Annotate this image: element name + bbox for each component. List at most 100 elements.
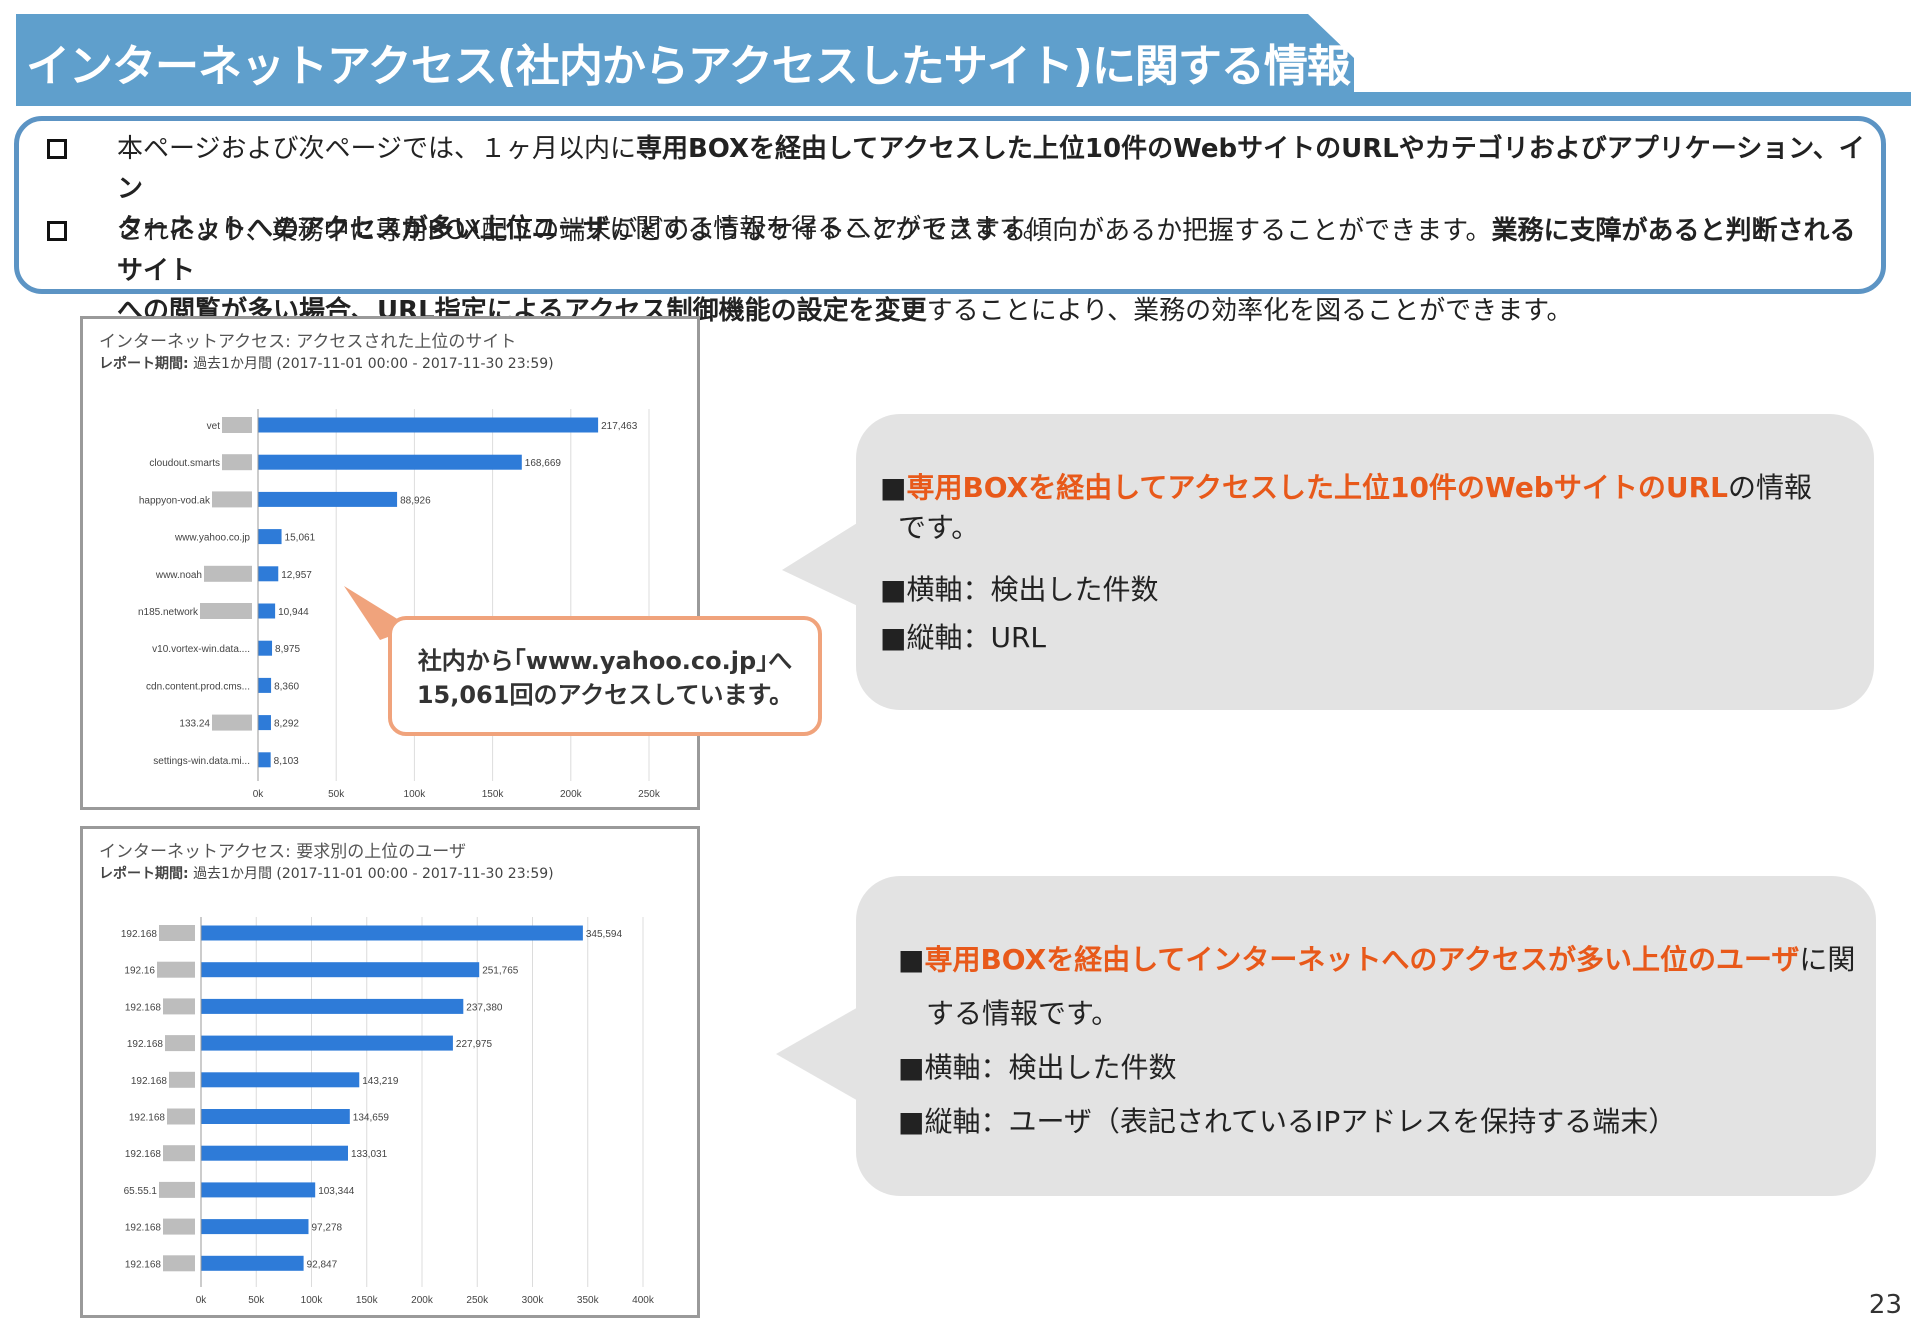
value-label: 12,957 <box>281 570 312 581</box>
redaction-block <box>212 491 252 508</box>
checkbox-bullet-icon <box>47 221 67 241</box>
x-tick-label: 150k <box>356 1295 379 1306</box>
value-label: 10,944 <box>278 607 309 618</box>
redaction-block <box>222 454 252 471</box>
redaction-block <box>169 1071 195 1088</box>
x-tick-label: 250k <box>638 789 661 800</box>
bubble-line: ■縦軸：URL <box>880 621 1047 654</box>
bar <box>258 677 272 693</box>
category-label: 192.168 <box>125 1259 162 1270</box>
redaction-block <box>163 1218 195 1235</box>
bubble-line: する情報です。 <box>926 997 1120 1030</box>
bubble-tail <box>782 520 862 608</box>
category-label: 192.168 <box>131 1076 168 1087</box>
redaction-block <box>212 714 252 731</box>
x-tick-label: 0k <box>196 1295 208 1306</box>
bar <box>258 640 273 656</box>
category-label: cdn.content.prod.cms... <box>146 681 250 692</box>
category-label: www.noah <box>155 570 202 581</box>
redaction-block <box>222 417 252 433</box>
page-number: 23 <box>1868 1290 1902 1320</box>
redaction-block <box>204 565 252 582</box>
intro-text: これにより、業務中に専用BOX配下の端末がどのようなサイトへアクセスする傾向があ… <box>117 216 1492 246</box>
value-label: 8,975 <box>275 644 300 655</box>
intro-box: 本ページおよび次ページでは、１ヶ月以内に専用BOXを経由してアクセスした上位10… <box>14 116 1886 326</box>
value-label: 15,061 <box>285 533 316 544</box>
value-label: 97,278 <box>311 1223 342 1234</box>
chart-title: インターネットアクセス: アクセスされた上位のサイト <box>99 332 517 352</box>
bubble-line: ■縦軸：ユーザ（表記されているIPアドレスを保持する端末） <box>898 1105 1677 1138</box>
x-tick-label: 0k <box>253 789 265 800</box>
bubble-line: ■横軸：検出した件数 <box>880 573 1159 606</box>
callout-yahoo: 社内から｢www.yahoo.co.jp｣へ 15,061回のアクセスしています… <box>388 616 822 736</box>
value-label: 88,926 <box>400 495 431 506</box>
redaction-block <box>163 1145 195 1162</box>
redaction-block <box>200 603 252 619</box>
x-tick-label: 200k <box>411 1295 434 1306</box>
redaction-block <box>163 1255 195 1272</box>
category-label: www.yahoo.co.jp <box>174 533 250 544</box>
category-label: 192.168 <box>129 1113 166 1124</box>
bar <box>201 925 583 941</box>
value-label: 103,344 <box>318 1186 355 1197</box>
category-label: n185.network <box>138 607 199 618</box>
category-label: 192.168 <box>127 1039 164 1050</box>
x-tick-label: 250k <box>466 1295 489 1306</box>
chart-top-users: インターネットアクセス: 要求別の上位のユーザ レポート期間: 過去1か月間 (… <box>80 826 700 1318</box>
value-label: 8,360 <box>274 681 299 692</box>
intro-text: 本ページおよび次ページでは、１ヶ月以内に <box>117 134 636 164</box>
page-title: インターネットアクセス(社内からアクセスしたサイト)に関する情報 <box>26 41 1351 92</box>
category-label: 192.168 <box>125 1002 162 1013</box>
bubble-line: ■専用BOXを経由してインターネットへのアクセスが多い上位のユーザに関 <box>898 943 1856 976</box>
category-label: happyon-vod.ak <box>139 495 211 506</box>
category-label: v10.vortex-win.data.... <box>152 644 250 655</box>
bar <box>258 417 599 433</box>
callout-line: 社内から｢www.yahoo.co.jp｣へ <box>417 647 793 675</box>
chart-title: インターネットアクセス: 要求別の上位のユーザ <box>99 842 466 862</box>
value-label: 133,031 <box>351 1149 388 1160</box>
category-label: 192.168 <box>125 1223 162 1234</box>
redaction-block <box>165 1035 195 1052</box>
chart-plot: 0k 50k 100k 150k 200k 250k 300k 350k 400k 192.168… <box>121 917 655 1306</box>
intro-emphasis: ターネットへのアクセスが多い上位ユーザ <box>117 214 610 244</box>
intro-emphasis: 業務に支障があると判断されるサイト <box>117 216 1856 286</box>
header-band <box>16 14 1911 106</box>
category-label: settings-win.data.mi... <box>153 756 250 767</box>
bubble-line: です。 <box>898 511 980 544</box>
bar <box>258 491 398 507</box>
redaction-block <box>157 961 195 978</box>
category-label: cloudout.smarts <box>149 458 220 469</box>
bar <box>201 998 464 1014</box>
bar <box>201 1219 309 1235</box>
bar <box>258 529 282 545</box>
redaction-block <box>167 1108 195 1125</box>
chart-period: レポート期間: 過去1か月間 (2017-11-01 00:00 - 2017-… <box>99 356 554 372</box>
x-tick-label: 100k <box>404 789 427 800</box>
value-label: 143,219 <box>362 1076 399 1087</box>
category-label: 133.24 <box>179 719 210 730</box>
callout-line: 15,061回のアクセスしています。 <box>416 681 794 709</box>
bar <box>258 566 279 582</box>
category-label: 192.16 <box>124 966 155 977</box>
value-label: 251,765 <box>482 966 519 977</box>
x-tick-label: 200k <box>560 789 583 800</box>
bar <box>258 715 271 731</box>
redaction-block <box>163 998 195 1015</box>
bubble-tail <box>776 1006 860 1102</box>
bar <box>201 962 480 978</box>
x-tick-label: 150k <box>482 789 505 800</box>
bar <box>258 752 271 768</box>
bar <box>201 1072 360 1088</box>
intro-text: することにより、業務の効率化を図ることができます。 <box>926 296 1573 326</box>
bar <box>258 454 522 470</box>
category-label: vet <box>207 421 221 432</box>
redaction-block <box>159 925 195 941</box>
value-label: 168,669 <box>525 458 562 469</box>
x-tick-label: 50k <box>248 1295 265 1306</box>
chart-period: レポート期間: 過去1か月間 (2017-11-01 00:00 - 2017-… <box>99 866 554 882</box>
bubble-line: ■専用BOXを経由してアクセスした上位10件のWebサイトのURLの情報 <box>880 471 1813 504</box>
bar <box>201 1109 350 1124</box>
bar <box>201 1035 453 1051</box>
x-tick-label: 100k <box>301 1295 324 1306</box>
category-label: 192.168 <box>121 929 158 940</box>
